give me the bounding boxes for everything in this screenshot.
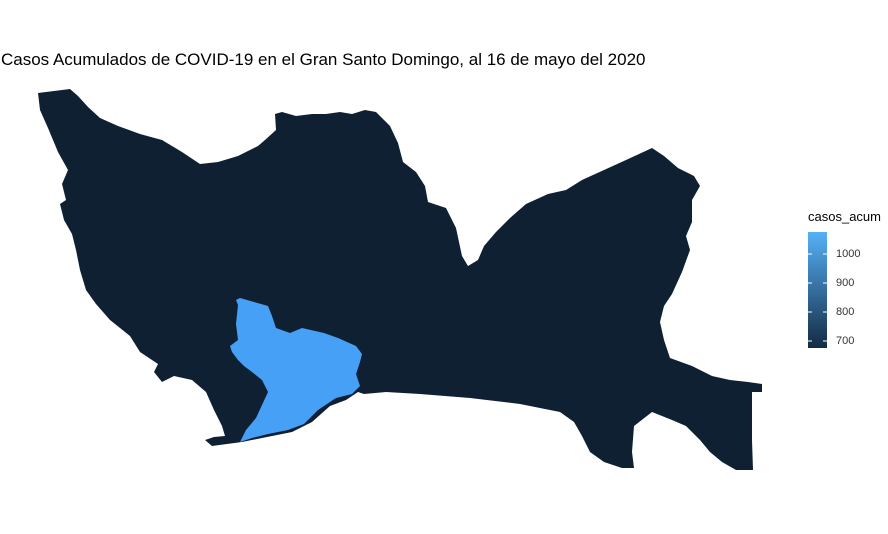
legend-tick-label: 1000 <box>836 248 861 260</box>
legend-title: casos_acum <box>808 209 881 224</box>
legend-tick-label: 900 <box>836 277 855 289</box>
region-distrito-nacional <box>230 298 362 442</box>
legend-tick-label: 700 <box>836 335 855 347</box>
map-title: Casos Acumulados de COVID-19 en el Gran … <box>1 50 646 69</box>
legend-tick-label: 800 <box>836 306 855 318</box>
region-surrounding-municipalities <box>38 89 762 470</box>
legend-color-bar <box>808 232 827 348</box>
